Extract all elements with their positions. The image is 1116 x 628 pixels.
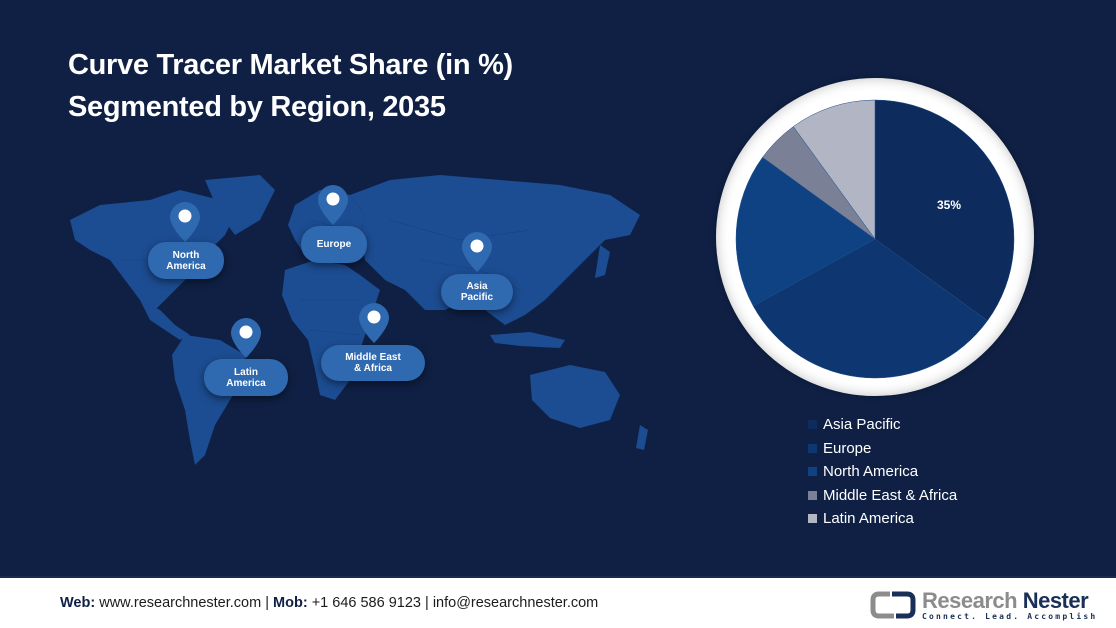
- separator: |: [425, 595, 429, 611]
- pie-chart: 35%: [716, 78, 1034, 396]
- title-line-1: Curve Tracer Market Share (in %): [68, 49, 513, 81]
- logo-wordmark: Research Nester: [922, 587, 1089, 613]
- legend-item-latin-america: Latin America: [808, 507, 957, 531]
- map-pin-icon: [462, 232, 492, 272]
- pie-slice-latin-america: [792, 99, 876, 240]
- pie-chart-graphic: [735, 99, 1015, 379]
- map-pin-icon: [359, 303, 389, 343]
- legend-swatch: [808, 514, 817, 524]
- legend-label: Latin America: [823, 510, 914, 528]
- region-label-latin-america: Latin America: [204, 359, 288, 396]
- legend-swatch: [808, 490, 817, 500]
- map-pin-icon: [231, 318, 261, 358]
- legend-label: Europe: [823, 439, 872, 457]
- region-label-middle-east-africa: Middle East & Africa: [321, 345, 425, 381]
- infographic-canvas: Curve Tracer Market Share (in %) Segment…: [68, 44, 1034, 531]
- mob-label: Mob:: [273, 595, 308, 611]
- logo-tagline: Connect. Lead. Accomplish: [922, 611, 1098, 621]
- legend-item-north-america: North America: [808, 460, 957, 484]
- map-pin-icon: [318, 185, 348, 225]
- legend-swatch: [808, 420, 817, 430]
- phone-number: +1 646 586 9123: [311, 595, 421, 611]
- pie-slice-north-america: [735, 156, 876, 307]
- legend-item-asia-pacific: Asia Pacific: [808, 413, 957, 437]
- pie-slice-asia-pacific: [874, 99, 1015, 322]
- legend-label: Asia Pacific: [823, 416, 901, 434]
- pie-data-label-asia-pacific: 35%: [937, 198, 962, 212]
- separator: |: [265, 595, 270, 611]
- legend-item-europe: Europe: [808, 437, 957, 461]
- research-nester-logo: Research Nester Connect. Lead. Accomplis…: [870, 588, 1097, 622]
- legend-label: North America: [823, 463, 919, 481]
- footer: Web: www.researchnester.com | Mob: +1 64…: [0, 576, 1116, 628]
- title-line-2: Segmented by Region, 2035: [68, 91, 446, 123]
- page-title: Curve Tracer Market Share (in %) Segment…: [68, 44, 513, 128]
- web-label: Web:: [60, 595, 96, 611]
- region-label-asia-pacific: Asia Pacific: [441, 274, 513, 310]
- web-link[interactable]: www.researchnester.com: [99, 595, 262, 611]
- map-pin-icon: [170, 202, 200, 242]
- email-link[interactable]: info@researchnester.com: [432, 595, 599, 611]
- legend-item-middle-east-africa: Middle East & Africa: [808, 484, 957, 508]
- region-label-north-america: North America: [148, 242, 224, 279]
- pie-slice-europe: [752, 238, 988, 379]
- legend-label: Middle East & Africa: [823, 486, 958, 504]
- legend-swatch: [808, 443, 817, 453]
- chart-legend: Asia Pacific Europe North America Middle…: [808, 413, 957, 531]
- footer-contact: Web: www.researchnester.com | Mob: +1 64…: [60, 595, 598, 611]
- logo-mark-icon: [870, 591, 916, 619]
- legend-swatch: [808, 467, 817, 477]
- region-label-europe: Europe: [301, 226, 367, 263]
